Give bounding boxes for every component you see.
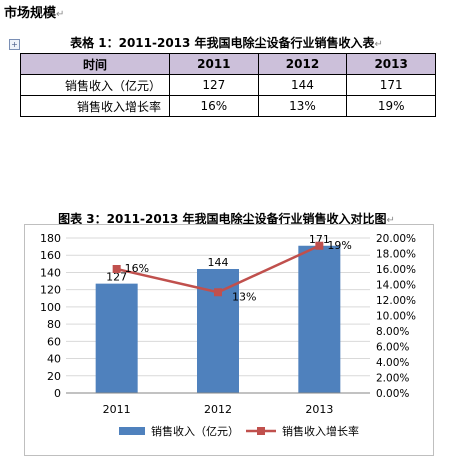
line-point-2012 [214,288,222,297]
line-point-2011 [112,265,121,273]
y-axis-right: 0.00% 2.00% 4.00% 6.00% 8.00% 10.00% 12.00% 14.… [376,233,416,400]
bar-2011 [95,283,138,393]
table-cell: 144 [257,74,348,96]
y-right-tick-label: 10.00% [376,311,416,323]
row-label-revenue: 销售收入（亿元） [20,74,170,96]
y-left-tick-label: 80 [47,318,61,331]
line-data-label: 13% [232,290,256,303]
chart-caption: 图表 3：2011-2013 年我国电除尘设备行业销售收入对比图↵ [0,210,453,227]
sales-table: 时间 2011 2012 2013 销售收入（亿元） 127 144 171 销… [20,53,436,117]
y-right-tick-label: 18.00% [376,249,416,261]
bar-2013 [298,245,341,393]
table-move-handle-icon[interactable]: + [9,39,20,50]
table-cell: 171 [346,74,436,96]
legend: 销售收入（亿元） 销售收入增长率 [119,424,359,438]
y-right-tick-label: 12.00% [376,295,416,307]
table-row: 销售收入（亿元） 127 144 171 [20,74,436,96]
x-axis: 2011 2012 2013 [66,392,370,416]
y-right-tick-label: 6.00% [376,342,409,354]
y-left-tick-label: 20 [47,370,61,383]
line-data-label: 19% [327,239,351,252]
y-left-tick-label: 120 [40,284,61,297]
y-right-tick-label: 2.00% [376,373,409,385]
x-tick-label: 2011 [103,403,131,416]
table-row: 销售收入增长率 16% 13% 19% [20,95,436,117]
y-left-tick-label: 0 [54,387,61,400]
legend-bar-swatch [119,427,145,435]
y-left-tick-label: 160 [40,249,61,262]
row-label-growth: 销售收入增长率 [20,95,170,117]
table-caption: 表格 1：2011-2013 年我国电除尘设备行业销售收入表↵ [0,34,453,51]
y-left-tick-label: 40 [47,353,61,366]
table-cell: 13% [257,95,348,117]
y-right-tick-label: 20.00% [376,233,416,245]
y-right-tick-label: 14.00% [376,280,416,292]
legend-line-label: 销售收入增长率 [282,424,359,438]
table-cell: 16% [169,95,259,117]
table-caption-text: 表格 1：2011-2013 年我国电除尘设备行业销售收入表 [70,36,375,50]
section-title-text: 市场规模 [4,6,57,21]
legend-line-marker [257,427,265,435]
y-left-tick-label: 100 [40,301,61,314]
line-point-2013 [315,241,324,250]
paragraph-mark: ↵ [374,39,383,50]
legend-bar-label: 销售收入（亿元） [151,424,239,438]
table-cell: 19% [346,95,436,117]
section-title: 市场规模↵ [4,2,64,21]
line-data-label: 16% [125,262,149,275]
y-left-tick-label: 140 [40,266,61,279]
chart-caption-text: 图表 3：2011-2013 年我国电除尘设备行业销售收入对比图 [58,212,387,226]
y-right-tick-label: 0.00% [376,388,409,400]
paragraph-mark: ↵ [56,9,65,20]
sales-combo-chart: 0 20 40 60 80 100 120 140 160 180 0.00% 2.00% 4.00%… [24,224,434,456]
y-right-tick-label: 8.00% [376,326,409,338]
table-cell: 127 [169,74,259,96]
header-cell-time: 时间 [20,53,170,75]
bar-series: 127 144 171 [95,233,341,393]
header-cell-2011: 2011 [169,53,259,75]
header-cell-2013: 2013 [346,53,436,75]
bar-data-label: 127 [106,271,127,284]
y-left-tick-label: 180 [40,232,61,245]
header-cell-2012: 2012 [257,53,348,75]
y-right-tick-label: 4.00% [376,357,409,369]
bar-data-label: 171 [309,233,330,246]
bar-data-label: 144 [208,256,229,269]
paragraph-mark: ↵ [386,215,395,226]
y-left-tick-label: 60 [47,335,61,348]
x-tick-label: 2012 [204,403,232,416]
y-axis-left: 0 20 40 60 80 100 120 140 160 180 [40,232,61,400]
y-right-tick-label: 16.00% [376,264,416,276]
line-series: 16% 13% 19% [112,239,352,303]
table-header-row: 时间 2011 2012 2013 [20,53,436,75]
x-tick-label: 2013 [305,403,333,416]
